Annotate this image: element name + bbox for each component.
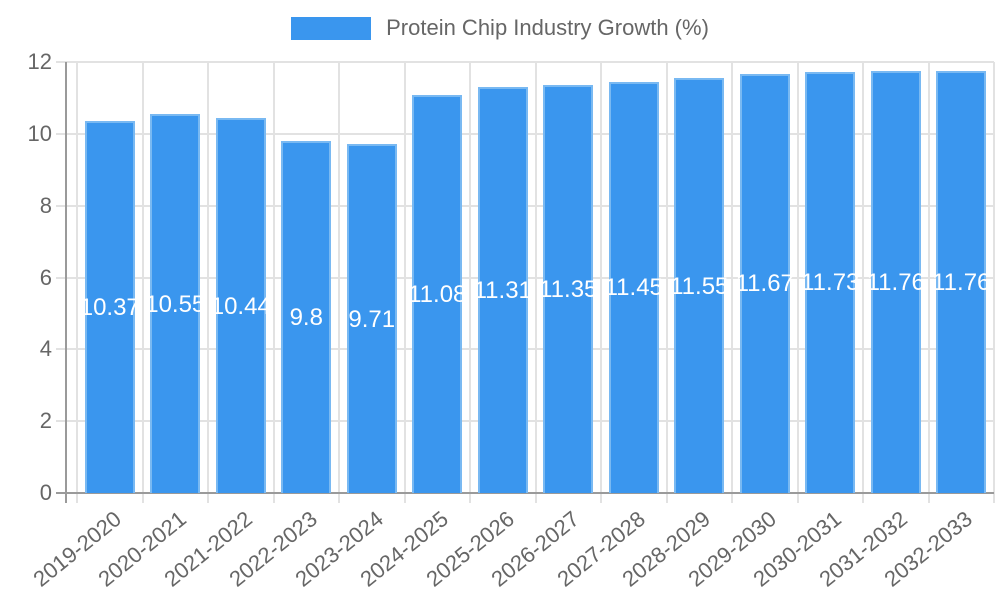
legend-swatch bbox=[291, 16, 372, 40]
bar-value-label: 10.37 bbox=[79, 293, 140, 321]
bar[interactable]: 11.35 bbox=[539, 85, 597, 493]
x-tick bbox=[141, 493, 144, 503]
bar-value-label: 11.08 bbox=[408, 281, 467, 308]
y-tick bbox=[56, 132, 66, 135]
x-axis-line bbox=[56, 492, 994, 494]
x-tick bbox=[927, 493, 930, 503]
y-axis-label: 10 bbox=[27, 120, 52, 146]
y-axis-label: 4 bbox=[39, 336, 52, 362]
x-tick bbox=[796, 493, 799, 503]
bar-value-label: 11.73 bbox=[801, 269, 860, 297]
x-tick bbox=[272, 493, 275, 503]
v-gridline bbox=[665, 62, 668, 493]
bar[interactable]: 11.73 bbox=[801, 71, 859, 493]
bar[interactable]: 10.37 bbox=[80, 120, 140, 493]
v-gridline bbox=[796, 62, 799, 493]
y-tick bbox=[56, 276, 66, 279]
bar[interactable]: 11.76 bbox=[867, 70, 925, 493]
y-axis-label: 6 bbox=[39, 264, 52, 290]
v-gridline bbox=[207, 62, 209, 493]
bar[interactable]: 11.31 bbox=[474, 86, 532, 493]
v-gridline bbox=[469, 62, 471, 493]
x-tick bbox=[338, 493, 340, 503]
v-gridline bbox=[338, 62, 340, 493]
y-tick bbox=[56, 348, 66, 351]
x-tick bbox=[534, 493, 537, 503]
v-gridline bbox=[76, 62, 78, 493]
bar-value-label: 11.35 bbox=[539, 276, 598, 304]
x-tick bbox=[665, 493, 668, 503]
x-tick bbox=[600, 493, 602, 503]
y-tick bbox=[56, 420, 66, 423]
v-gridline bbox=[927, 62, 930, 493]
v-gridline bbox=[534, 62, 537, 493]
bar-value-label: 11.31 bbox=[473, 276, 532, 304]
y-tick bbox=[56, 204, 66, 207]
bar-value-label: 11.76 bbox=[866, 268, 925, 296]
h-gridline bbox=[66, 348, 994, 351]
bar[interactable]: 11.08 bbox=[408, 95, 466, 493]
bar-value-label: 9.71 bbox=[348, 305, 396, 333]
bar-value-label: 11.76 bbox=[932, 268, 991, 296]
bar-value-label: 10.44 bbox=[210, 292, 271, 320]
v-gridline bbox=[993, 62, 995, 493]
bar[interactable]: 11.45 bbox=[605, 81, 663, 493]
legend-item[interactable]: Protein Chip Industry Growth (%) bbox=[291, 15, 709, 41]
v-gridline bbox=[862, 62, 864, 493]
legend-label: Protein Chip Industry Growth (%) bbox=[386, 15, 709, 40]
bar-value-label: 9.8 bbox=[289, 304, 323, 331]
bar[interactable]: 11.76 bbox=[932, 70, 990, 493]
bar[interactable]: 10.55 bbox=[145, 114, 205, 493]
bar[interactable]: 10.44 bbox=[211, 118, 271, 493]
v-gridline bbox=[600, 62, 602, 493]
v-gridline bbox=[731, 62, 733, 493]
h-gridline bbox=[66, 204, 994, 207]
legend: Protein Chip Industry Growth (%) bbox=[0, 0, 1000, 56]
y-tick bbox=[56, 61, 66, 63]
v-gridline bbox=[272, 62, 275, 493]
bar[interactable]: 11.67 bbox=[736, 73, 794, 493]
h-gridline bbox=[66, 132, 994, 135]
h-gridline bbox=[66, 276, 994, 279]
bar[interactable]: 11.55 bbox=[670, 78, 728, 493]
bar-value-label: 11.55 bbox=[670, 272, 729, 300]
x-tick bbox=[731, 493, 733, 503]
y-axis-label: 2 bbox=[39, 408, 52, 434]
bar[interactable]: 9.8 bbox=[281, 141, 332, 493]
v-gridline bbox=[141, 62, 144, 493]
bar[interactable]: 9.71 bbox=[346, 144, 397, 493]
x-tick bbox=[403, 493, 406, 503]
bar-value-label: 11.45 bbox=[604, 274, 663, 302]
x-tick bbox=[862, 493, 864, 503]
v-gridline bbox=[403, 62, 406, 493]
x-tick bbox=[76, 493, 78, 503]
y-axis-label: 8 bbox=[39, 192, 52, 218]
y-axis-label: 12 bbox=[27, 49, 52, 74]
x-tick bbox=[469, 493, 471, 503]
plot-area: 0 2 4 6 8 10 12 10.37 10.55 10.44 9.8 9.71 11.08 11.3… bbox=[28, 49, 995, 592]
bar-value-label: 10.55 bbox=[145, 290, 206, 318]
h-gridline bbox=[66, 61, 994, 63]
x-tick bbox=[993, 493, 995, 503]
h-gridline bbox=[66, 420, 994, 423]
y-axis-line bbox=[65, 62, 67, 503]
y-axis-label: 0 bbox=[39, 480, 52, 505]
x-tick bbox=[207, 493, 209, 503]
bar-value-label: 11.67 bbox=[735, 270, 794, 298]
